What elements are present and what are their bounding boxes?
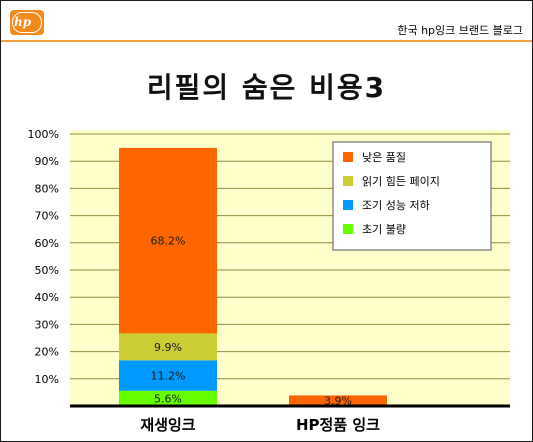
data-label: 3.9% [324, 395, 352, 408]
legend-swatch [343, 176, 353, 186]
hp-logo: hp [10, 10, 44, 35]
legend-label: 읽기 힘든 페이지 [362, 175, 440, 188]
y-tick-label: 100% [28, 128, 59, 141]
y-tick-label: 20% [35, 346, 59, 359]
data-label: 9.9% [154, 341, 182, 354]
y-tick-label: 30% [35, 318, 59, 331]
blog-name: 한국 hp잉크 브랜드 블로그 [397, 24, 523, 37]
x-category-label: 재생잉크 [140, 416, 195, 434]
legend-box [332, 141, 492, 251]
page-title: 리필의 숨은 비용3 [146, 71, 387, 104]
header-divider [1, 40, 532, 42]
y-axis-ticks: 10% 20% 30% 40% 50% 60% 70% 80% 90% 100% [28, 128, 59, 386]
data-label: 11.2% [151, 370, 186, 383]
x-axis-categories: 재생잉크 HP정품 잉크 [140, 416, 380, 434]
legend-swatch [343, 200, 353, 210]
bar-segment [119, 147, 217, 334]
legend-label: 조기 성능 저하 [362, 198, 430, 212]
legend-label: 초기 불량 [362, 223, 406, 236]
x-category-label: HP정품 잉크 [296, 416, 380, 434]
data-label: 68.2% [151, 235, 186, 248]
bar-segment [289, 395, 387, 406]
bar-segment [119, 360, 217, 391]
y-tick-label: 50% [35, 264, 59, 277]
y-tick-label: 40% [35, 291, 59, 304]
data-label: 5.6% [154, 392, 182, 405]
bars [119, 147, 387, 406]
legend-label: 낮은 품질 [362, 151, 406, 164]
y-tick-label: 80% [35, 182, 59, 195]
y-tick-label: 60% [35, 237, 59, 250]
y-tick-label: 90% [35, 155, 59, 168]
data-labels: 5.6% 11.2% 9.9% 68.2% 3.9% [151, 235, 352, 408]
y-tick-label: 10% [35, 373, 59, 386]
bar-segment [119, 390, 217, 406]
bar-segment [119, 333, 217, 361]
legend-swatch [343, 224, 353, 234]
y-tick-label: 70% [35, 210, 59, 223]
legend-swatch [343, 152, 353, 162]
